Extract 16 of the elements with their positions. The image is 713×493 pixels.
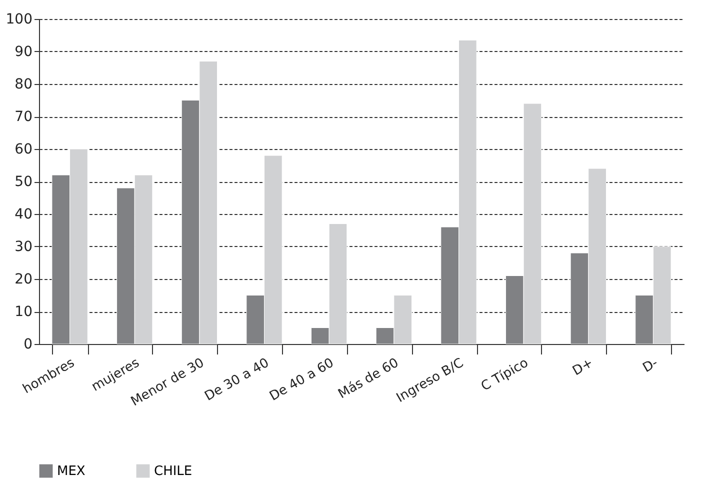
legend-label: CHILE bbox=[154, 464, 192, 479]
y-tick-label: 50 bbox=[14, 174, 32, 190]
y-tick-label: 90 bbox=[14, 44, 32, 60]
y-tick-label: 30 bbox=[14, 239, 32, 255]
y-tick-label: 40 bbox=[14, 206, 32, 222]
y-tick-label: 100 bbox=[6, 12, 32, 28]
y-tick-label: 80 bbox=[14, 76, 32, 92]
x-tick-label: D- bbox=[640, 355, 661, 376]
x-tick-label: D+ bbox=[570, 356, 596, 380]
y-tick-label: 0 bbox=[24, 336, 32, 352]
x-tick-label: De 40 a 60 bbox=[267, 356, 337, 404]
y-tick-label: 60 bbox=[14, 142, 32, 158]
y-tick-label: 20 bbox=[14, 272, 32, 288]
legend-label: MEX bbox=[57, 464, 86, 479]
y-tick-label: 70 bbox=[14, 109, 32, 125]
y-tick-label: 10 bbox=[14, 304, 32, 320]
